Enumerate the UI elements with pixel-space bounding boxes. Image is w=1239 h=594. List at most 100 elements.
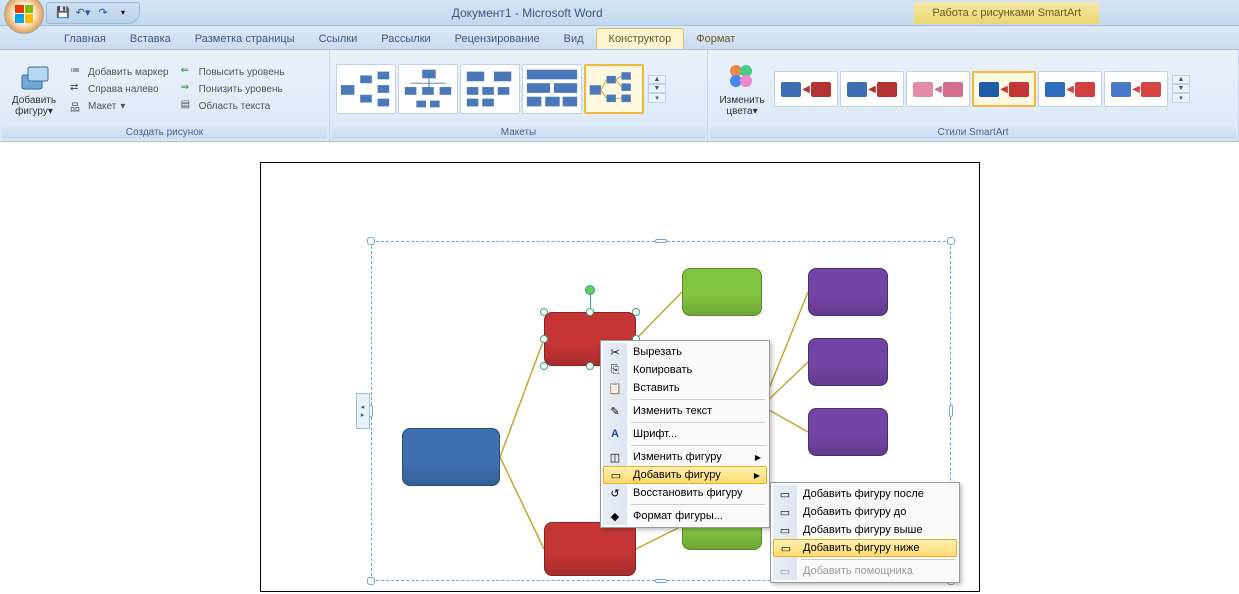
layout-thumb[interactable] <box>336 64 396 114</box>
change-colors-button[interactable]: Изменить цвета▾ <box>714 59 770 119</box>
ctx-format-shape[interactable]: ◆Формат фигуры... <box>603 507 767 525</box>
ctx-edit-text[interactable]: ✎Изменить текст <box>603 402 767 420</box>
smartart-node[interactable] <box>808 268 888 316</box>
text-pane-toggle[interactable]: ◂▸ <box>356 393 370 429</box>
document-area: ◂▸ ✂Вырезать ⎘Копировать 📋Вставить ✎Изме… <box>0 142 1239 594</box>
text-pane-icon: ▤ <box>181 99 195 113</box>
tab-review[interactable]: Рецензирование <box>443 29 552 49</box>
add-shape-submenu: ▭Добавить фигуру после ▭Добавить фигуру … <box>770 482 960 583</box>
layout-thumb[interactable] <box>522 64 582 114</box>
layouts-gallery <box>336 64 644 114</box>
smartart-node[interactable] <box>808 408 888 456</box>
smartart-node[interactable] <box>544 522 636 576</box>
assistant-icon: ▭ <box>777 563 793 579</box>
title-bar: 💾 ↶▾ ↷ ▾ Документ1 - Microsoft Word Рабо… <box>0 0 1239 26</box>
font-icon: A <box>607 426 623 442</box>
paste-icon: 📋 <box>607 380 623 396</box>
ribbon: Добавить фигуру▾ ≔Добавить маркер ⇄Справ… <box>0 50 1239 142</box>
contextual-tab-title: Работа с рисунками SmartArt <box>914 2 1099 24</box>
layouts-more[interactable]: ▾ <box>648 93 666 103</box>
style-thumb[interactable]: ◀ <box>840 71 904 107</box>
smartart-node[interactable] <box>808 338 888 386</box>
add-shape-icon <box>18 61 50 93</box>
style-thumb[interactable]: ◀ <box>1038 71 1102 107</box>
layouts-up[interactable]: ▲ <box>648 75 666 84</box>
tab-format[interactable]: Формат <box>684 29 747 49</box>
customize-qat-icon[interactable]: ▾ <box>115 5 131 21</box>
demote-label: Понизить уровень <box>199 84 283 95</box>
change-colors-icon <box>726 61 758 93</box>
format-shape-icon: ◆ <box>607 508 623 524</box>
demote-icon: ⇒ <box>181 82 195 96</box>
layouts-down[interactable]: ▼ <box>648 84 666 93</box>
ctx-copy[interactable]: ⎘Копировать <box>603 361 767 379</box>
tab-mailings[interactable]: Рассылки <box>369 29 442 49</box>
group-styles: Изменить цвета▾ ◀◀◀◀◀◀ ▲ ▼ ▾ Стили Smart… <box>708 50 1239 141</box>
text-pane-button[interactable]: ▤Область текста <box>177 98 289 114</box>
add-bullet-button[interactable]: ≔Добавить маркер <box>66 64 173 80</box>
undo-icon[interactable]: ↶▾ <box>75 5 91 21</box>
smartart-node[interactable] <box>402 428 500 486</box>
quick-access-toolbar: 💾 ↶▾ ↷ ▾ <box>46 2 140 24</box>
save-icon[interactable]: 💾 <box>55 5 71 21</box>
group-create-drawing: Добавить фигуру▾ ≔Добавить маркер ⇄Справ… <box>0 50 330 141</box>
add-shape-ctx-icon: ▭ <box>608 467 624 483</box>
change-colors-label: Изменить цвета <box>719 95 764 117</box>
tab-insert[interactable]: Вставка <box>118 29 183 49</box>
ctx-change-shape[interactable]: ◫Изменить фигуру▶ <box>603 448 767 466</box>
bullet-icon: ≔ <box>70 65 84 79</box>
ctx-font[interactable]: AШрифт... <box>603 425 767 443</box>
add-shape-button[interactable]: Добавить фигуру▾ <box>6 59 62 119</box>
redo-icon[interactable]: ↷ <box>95 5 111 21</box>
ribbon-tabs: Главная Вставка Разметка страницы Ссылки… <box>0 26 1239 50</box>
layout-button[interactable]: 品Макет▾ <box>66 98 173 114</box>
ctx-reset-shape[interactable]: ↺Восстановить фигуру <box>603 484 767 502</box>
rtl-icon: ⇄ <box>70 82 84 96</box>
office-logo-icon <box>15 5 33 23</box>
context-menu: ✂Вырезать ⎘Копировать 📋Вставить ✎Изменит… <box>600 340 770 528</box>
promote-button[interactable]: ⇐Повысить уровень <box>177 64 289 80</box>
tab-home[interactable]: Главная <box>52 29 118 49</box>
sub-above[interactable]: ▭Добавить фигуру выше <box>773 521 957 539</box>
sub-before[interactable]: ▭Добавить фигуру до <box>773 503 957 521</box>
edit-text-icon: ✎ <box>607 403 623 419</box>
smartart-node[interactable] <box>682 268 762 316</box>
demote-button[interactable]: ⇒ Понизить уровень <box>177 81 289 97</box>
layouts-spinner: ▲ ▼ ▾ <box>648 75 666 103</box>
ctx-cut[interactable]: ✂Вырезать <box>603 343 767 361</box>
group-layouts: ▲ ▼ ▾ Макеты <box>330 50 708 141</box>
styles-more[interactable]: ▾ <box>1172 93 1190 103</box>
ctx-paste[interactable]: 📋Вставить <box>603 379 767 397</box>
style-thumb[interactable]: ◀ <box>774 71 838 107</box>
tab-view[interactable]: Вид <box>552 29 596 49</box>
sub-after[interactable]: ▭Добавить фигуру после <box>773 485 957 503</box>
style-thumb[interactable]: ◀ <box>1104 71 1168 107</box>
rtl-button[interactable]: ⇄Справа налево <box>66 81 173 97</box>
layout-icon: 品 <box>70 99 84 113</box>
group-create-label: Создать рисунок <box>2 126 327 139</box>
before-icon: ▭ <box>777 504 793 520</box>
change-shape-icon: ◫ <box>607 449 623 465</box>
after-icon: ▭ <box>777 486 793 502</box>
style-thumb[interactable]: ◀ <box>972 71 1036 107</box>
group-styles-label: Стили SmartArt <box>710 126 1236 139</box>
style-thumb[interactable]: ◀ <box>906 71 970 107</box>
styles-spinner: ▲ ▼ ▾ <box>1172 75 1190 103</box>
layout-thumb[interactable] <box>398 64 458 114</box>
below-icon: ▭ <box>778 540 794 556</box>
sub-assistant: ▭Добавить помощника <box>773 562 957 580</box>
styles-gallery: ◀◀◀◀◀◀ <box>774 71 1168 107</box>
styles-down[interactable]: ▼ <box>1172 84 1190 93</box>
add-shape-label: Добавить фигуру <box>12 95 56 117</box>
styles-up[interactable]: ▲ <box>1172 75 1190 84</box>
window-title: Документ1 - Microsoft Word <box>140 6 914 20</box>
layout-thumb[interactable] <box>460 64 520 114</box>
tab-page-layout[interactable]: Разметка страницы <box>183 29 307 49</box>
group-layouts-label: Макеты <box>332 126 705 139</box>
layout-label: Макет <box>88 101 116 112</box>
layout-thumb[interactable] <box>584 64 644 114</box>
tab-references[interactable]: Ссылки <box>307 29 370 49</box>
tab-design[interactable]: Конструктор <box>596 28 685 49</box>
sub-below[interactable]: ▭Добавить фигуру ниже <box>773 539 957 557</box>
ctx-add-shape[interactable]: ▭Добавить фигуру▶ <box>603 466 767 484</box>
